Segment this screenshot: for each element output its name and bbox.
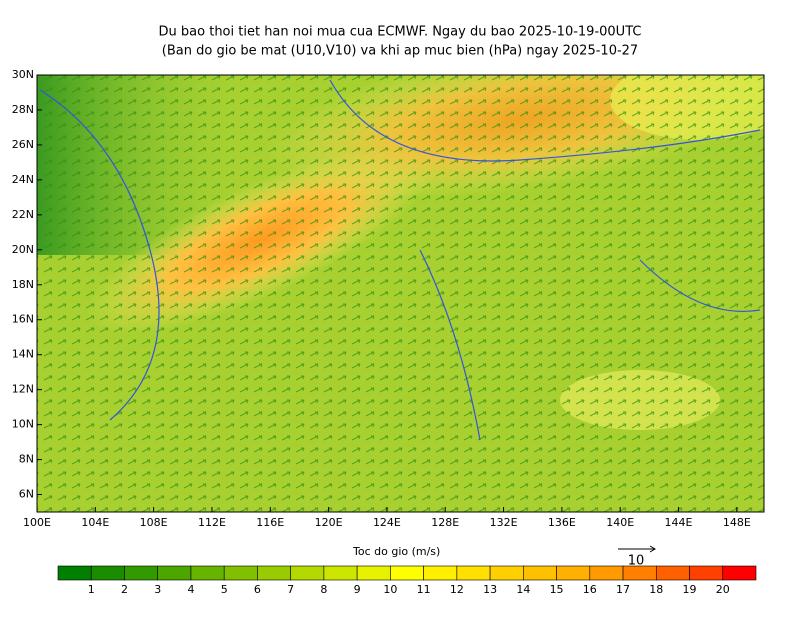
colorbar-title: Toc do gio (m/s) bbox=[352, 545, 440, 558]
colorbar-box bbox=[223, 565, 258, 581]
y-tick-label: 8N bbox=[19, 453, 34, 466]
x-tick-label: 124E bbox=[373, 516, 401, 529]
colorbar-label: 11 bbox=[417, 583, 431, 596]
x-tick-label: 112E bbox=[198, 516, 226, 529]
title-line: (Ban do gio be mat (U10,V10) va khi ap m… bbox=[162, 44, 638, 59]
colorbar-label: 13 bbox=[483, 583, 497, 596]
reference-label: 10 bbox=[628, 554, 645, 569]
colorbar-label: 10 bbox=[383, 583, 397, 596]
colorbar-label: 9 bbox=[354, 583, 361, 596]
y-tick-label: 12N bbox=[12, 383, 34, 396]
reference-arrow-head bbox=[649, 545, 656, 553]
y-tick-label: 18N bbox=[12, 278, 34, 291]
pressure-contour bbox=[39, 79, 761, 441]
colorbar-label: 16 bbox=[583, 583, 597, 596]
x-tick-label: 140E bbox=[606, 516, 634, 529]
colorbar-label: 18 bbox=[649, 583, 663, 596]
colorbar-box bbox=[456, 565, 491, 581]
x-tick-label: 148E bbox=[723, 516, 751, 529]
y-tick-label: 24N bbox=[12, 173, 34, 186]
colorbar-label: 5 bbox=[221, 583, 228, 596]
colorbar-box bbox=[489, 565, 524, 581]
map-field bbox=[37, 75, 764, 512]
x-tick-label: 132E bbox=[490, 516, 518, 529]
colorbar-box bbox=[589, 565, 624, 581]
x-tick-label: 144E bbox=[665, 516, 693, 529]
y-tick-label: 28N bbox=[12, 103, 34, 116]
colorbar-label: 14 bbox=[516, 583, 530, 596]
colorbar-box bbox=[423, 565, 458, 581]
x-tick-label: 104E bbox=[81, 516, 109, 529]
colorbar-box bbox=[356, 565, 391, 581]
colorbar-box bbox=[190, 565, 225, 581]
colorbar-label: 4 bbox=[187, 583, 194, 596]
colorbar-label: 12 bbox=[450, 583, 464, 596]
y-tick-label: 30N bbox=[12, 68, 34, 81]
colorbar-box bbox=[290, 565, 325, 581]
colorbar-label: 8 bbox=[320, 583, 327, 596]
y-tick-label: 6N bbox=[19, 488, 34, 501]
y-tick-label: 10N bbox=[12, 418, 34, 431]
colorbar-box bbox=[57, 565, 92, 581]
colorbar-box bbox=[655, 565, 690, 581]
x-tick-label: 100E bbox=[23, 516, 51, 529]
map-frame bbox=[36, 74, 765, 513]
colorbar-box bbox=[556, 565, 591, 581]
colorbar-box bbox=[390, 565, 424, 581]
y-tick-label: 20N bbox=[12, 243, 34, 256]
x-tick-label: 108E bbox=[140, 516, 168, 529]
colorbar-label: 17 bbox=[616, 583, 630, 596]
y-tick-label: 16N bbox=[12, 313, 34, 326]
colorbar-label: 19 bbox=[683, 583, 697, 596]
colorbar-box bbox=[323, 565, 358, 581]
x-tick-label: 120E bbox=[315, 516, 343, 529]
colorbar-box bbox=[124, 565, 159, 581]
x-tick-label: 128E bbox=[431, 516, 459, 529]
colorbar-box bbox=[523, 565, 557, 581]
colorbar-box bbox=[157, 565, 192, 581]
y-tick-label: 14N bbox=[12, 348, 34, 361]
title-line: Du bao thoi tiet han noi mua cua ECMWF. … bbox=[159, 25, 642, 40]
colorbar-label: 2 bbox=[121, 583, 128, 596]
colorbar-box bbox=[90, 565, 125, 581]
colorbar-label: 6 bbox=[254, 583, 261, 596]
colorbar-box bbox=[722, 565, 757, 581]
colorbar-label: 7 bbox=[287, 583, 294, 596]
colorbar-label: 15 bbox=[550, 583, 564, 596]
colorbar-label: 20 bbox=[716, 583, 730, 596]
x-tick-label: 116E bbox=[256, 516, 284, 529]
x-tick-label: 136E bbox=[548, 516, 576, 529]
colorbar-box bbox=[257, 565, 291, 581]
y-tick-label: 26N bbox=[12, 138, 34, 151]
colorbar-box bbox=[622, 565, 657, 581]
y-tick-label: 22N bbox=[12, 208, 34, 221]
colorbar-label: 1 bbox=[88, 583, 95, 596]
colorbar-box bbox=[689, 565, 724, 581]
colorbar-label: 3 bbox=[154, 583, 161, 596]
wind-arrows bbox=[37, 75, 764, 512]
